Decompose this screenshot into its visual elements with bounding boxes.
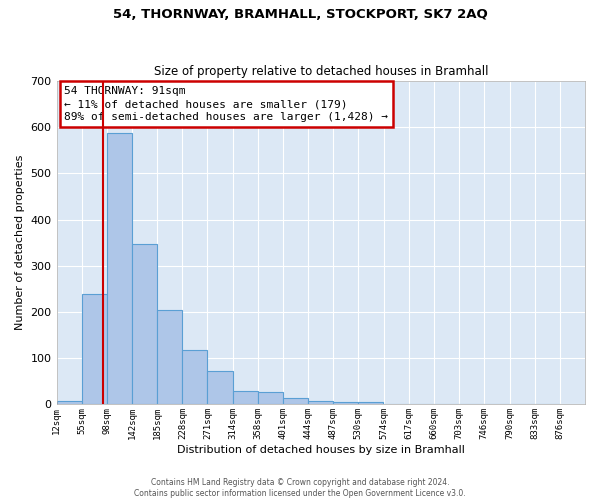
- Bar: [308, 400, 333, 404]
- X-axis label: Distribution of detached houses by size in Bramhall: Distribution of detached houses by size …: [177, 445, 465, 455]
- Bar: [258, 392, 283, 404]
- Bar: [233, 392, 257, 404]
- Y-axis label: Number of detached properties: Number of detached properties: [15, 155, 25, 330]
- Bar: [333, 402, 358, 404]
- Bar: [283, 398, 308, 404]
- Bar: [82, 294, 107, 405]
- Text: 54 THORNWAY: 91sqm
← 11% of detached houses are smaller (179)
89% of semi-detach: 54 THORNWAY: 91sqm ← 11% of detached hou…: [64, 86, 388, 122]
- Title: Size of property relative to detached houses in Bramhall: Size of property relative to detached ho…: [154, 66, 488, 78]
- Bar: [208, 371, 233, 404]
- Bar: [132, 244, 157, 404]
- Bar: [358, 402, 383, 404]
- Bar: [157, 310, 182, 404]
- Text: 54, THORNWAY, BRAMHALL, STOCKPORT, SK7 2AQ: 54, THORNWAY, BRAMHALL, STOCKPORT, SK7 2…: [113, 8, 487, 20]
- Text: Contains HM Land Registry data © Crown copyright and database right 2024.
Contai: Contains HM Land Registry data © Crown c…: [134, 478, 466, 498]
- Bar: [182, 350, 208, 405]
- Bar: [107, 134, 132, 404]
- Bar: [56, 401, 82, 404]
